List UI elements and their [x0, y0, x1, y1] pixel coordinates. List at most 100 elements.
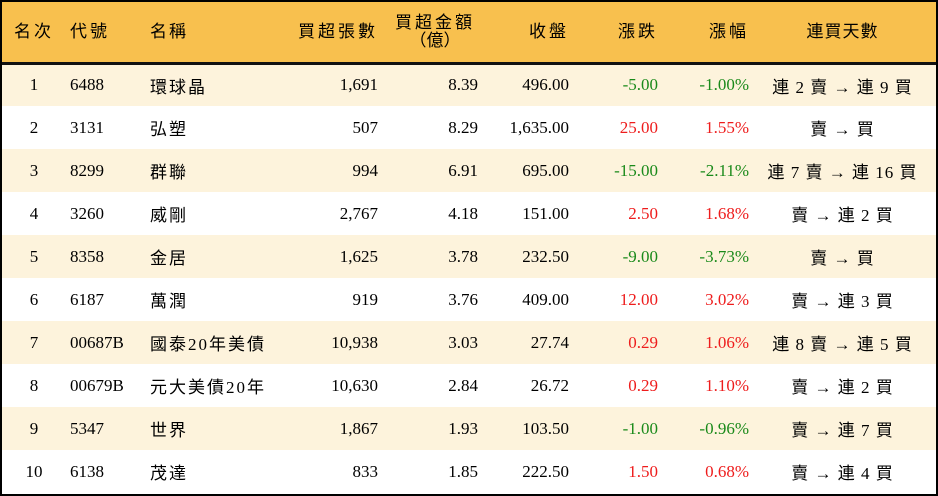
change-pct-cell: 0.68%: [705, 461, 749, 481]
buy-amount-cell: 1.93: [448, 418, 478, 438]
buy-lots-cell: 10,938: [331, 332, 378, 352]
code-cell: 5347: [70, 418, 104, 438]
buy-lots-cell: 994: [352, 160, 379, 180]
buy-lots-cell: 919: [352, 289, 379, 309]
buy-amount-cell: 3.78: [448, 246, 478, 266]
table-row: 1 6488 環球晶 1,691 8.39 496.00 -5.00 -1.00…: [2, 63, 936, 106]
name-cell: 威剛: [150, 206, 188, 225]
change-pct-cell: -0.96%: [699, 418, 749, 438]
streak-cell: 賣 → 連 2 買: [791, 378, 894, 397]
streak-cell: 賣 → 連 4 買: [791, 464, 894, 483]
change-pct-cell: 1.06%: [705, 332, 749, 352]
streak-cell: 賣 → 連 3 買: [791, 292, 894, 311]
streak-cell: 賣 → 買: [810, 120, 875, 139]
table-row: 7 00687B 國泰20年美債 10,938 3.03 27.74 0.29 …: [2, 321, 936, 364]
code-cell: 00687B: [70, 332, 124, 352]
name-cell: 環球晶: [150, 77, 207, 97]
buy-amount-cell: 8.39: [448, 75, 478, 95]
change-pct-cell: -3.73%: [699, 246, 749, 266]
rank-cell: 9: [29, 418, 39, 438]
header-rank: 名次: [2, 2, 66, 65]
close-cell: 103.50: [522, 418, 569, 438]
code-cell: 6138: [70, 461, 104, 481]
table-row: 5 8358 金居 1,625 3.78 232.50 -9.00 -3.73%…: [2, 235, 936, 278]
streak-cell: 賣 → 連 2 買: [791, 206, 894, 225]
change-pct-cell: 1.55%: [705, 117, 749, 137]
close-cell: 27.74: [530, 332, 569, 352]
header-buy-amount-line2: （億）: [409, 30, 461, 50]
name-cell: 金居: [150, 249, 188, 268]
change-cell: 2.50: [628, 203, 658, 223]
change-pct-cell: 1.68%: [705, 203, 749, 223]
header-streak: 連買天數: [749, 2, 936, 65]
rank-cell: 10: [25, 461, 43, 481]
name-cell: 國泰20年美債: [150, 335, 266, 354]
code-cell: 3260: [70, 203, 104, 223]
rank-cell: 2: [29, 117, 39, 137]
code-cell: 8299: [70, 160, 104, 180]
change-cell: 0.29: [628, 332, 658, 352]
change-cell: 25.00: [619, 117, 658, 137]
buy-amount-cell: 4.18: [448, 203, 478, 223]
rank-cell: 6: [29, 289, 39, 309]
header-name: 名稱: [150, 2, 290, 65]
change-cell: 0.29: [628, 375, 658, 395]
buy-lots-cell: 1,625: [339, 246, 378, 266]
change-pct-cell: -2.11%: [700, 160, 749, 180]
code-cell: 00679B: [70, 375, 124, 395]
name-cell: 世界: [150, 421, 188, 440]
code-cell: 8358: [70, 246, 104, 266]
close-cell: 695.00: [522, 160, 569, 180]
name-cell: 茂達: [150, 464, 188, 483]
close-cell: 409.00: [522, 289, 569, 309]
buy-lots-cell: 507: [352, 117, 379, 137]
table-header-row: 名次 代號 名稱 買超張數 買超金額 （億） 收盤 漲跌 漲幅 連買天數: [2, 2, 936, 65]
table-body: 1 6488 環球晶 1,691 8.39 496.00 -5.00 -1.00…: [2, 63, 936, 493]
header-close: 收盤: [478, 2, 569, 65]
code-cell: 6488: [70, 75, 104, 95]
rank-cell: 1: [29, 75, 39, 95]
name-cell: 萬潤: [150, 292, 188, 311]
change-cell: 1.50: [628, 461, 658, 481]
streak-cell: 連 8 賣 → 連 5 買: [772, 335, 913, 354]
header-change-pct: 漲幅: [658, 2, 749, 65]
buy-lots-cell: 833: [352, 461, 379, 481]
buy-amount-cell: 8.29: [448, 117, 478, 137]
streak-cell: 連 7 賣 → 連 16 買: [767, 163, 918, 182]
table-row: 9 5347 世界 1,867 1.93 103.50 -1.00 -0.96%…: [2, 407, 936, 450]
buy-lots-cell: 10,630: [331, 375, 378, 395]
change-cell: -5.00: [622, 75, 658, 95]
table-row: 8 00679B 元大美債20年 10,630 2.84 26.72 0.29 …: [2, 364, 936, 407]
rank-cell: 3: [29, 160, 39, 180]
name-cell: 元大美債20年: [150, 378, 266, 397]
table-row: 10 6138 茂達 833 1.85 222.50 1.50 0.68% 賣 …: [2, 450, 936, 493]
change-pct-cell: 3.02%: [705, 289, 749, 309]
header-change: 漲跌: [569, 2, 658, 65]
change-cell: -1.00: [622, 418, 658, 438]
code-cell: 6187: [70, 289, 104, 309]
streak-cell: 賣 → 連 7 買: [791, 421, 894, 440]
name-cell: 群聯: [150, 163, 188, 182]
buy-lots-cell: 2,767: [339, 203, 378, 223]
rank-cell: 8: [29, 375, 39, 395]
close-cell: 1,635.00: [509, 117, 570, 137]
close-cell: 26.72: [530, 375, 569, 395]
buy-amount-cell: 6.91: [448, 160, 478, 180]
change-pct-cell: -1.00%: [699, 75, 749, 95]
table-row: 4 3260 威剛 2,767 4.18 151.00 2.50 1.68% 賣…: [2, 192, 936, 235]
table-row: 6 6187 萬潤 919 3.76 409.00 12.00 3.02% 賣 …: [2, 278, 936, 321]
buy-amount-cell: 2.84: [448, 375, 478, 395]
header-buy-amount-line1: 買超金額: [395, 12, 475, 32]
change-cell: 12.00: [619, 289, 658, 309]
close-cell: 496.00: [522, 75, 569, 95]
buy-amount-cell: 3.03: [448, 332, 478, 352]
close-cell: 232.50: [522, 246, 569, 266]
name-cell: 弘塑: [150, 120, 188, 139]
streak-cell: 連 2 賣 → 連 9 買: [772, 77, 913, 97]
table-row: 3 8299 群聯 994 6.91 695.00 -15.00 -2.11% …: [2, 149, 936, 192]
rank-cell: 7: [29, 332, 39, 352]
header-code: 代號: [66, 2, 150, 65]
rank-cell: 5: [29, 246, 39, 266]
